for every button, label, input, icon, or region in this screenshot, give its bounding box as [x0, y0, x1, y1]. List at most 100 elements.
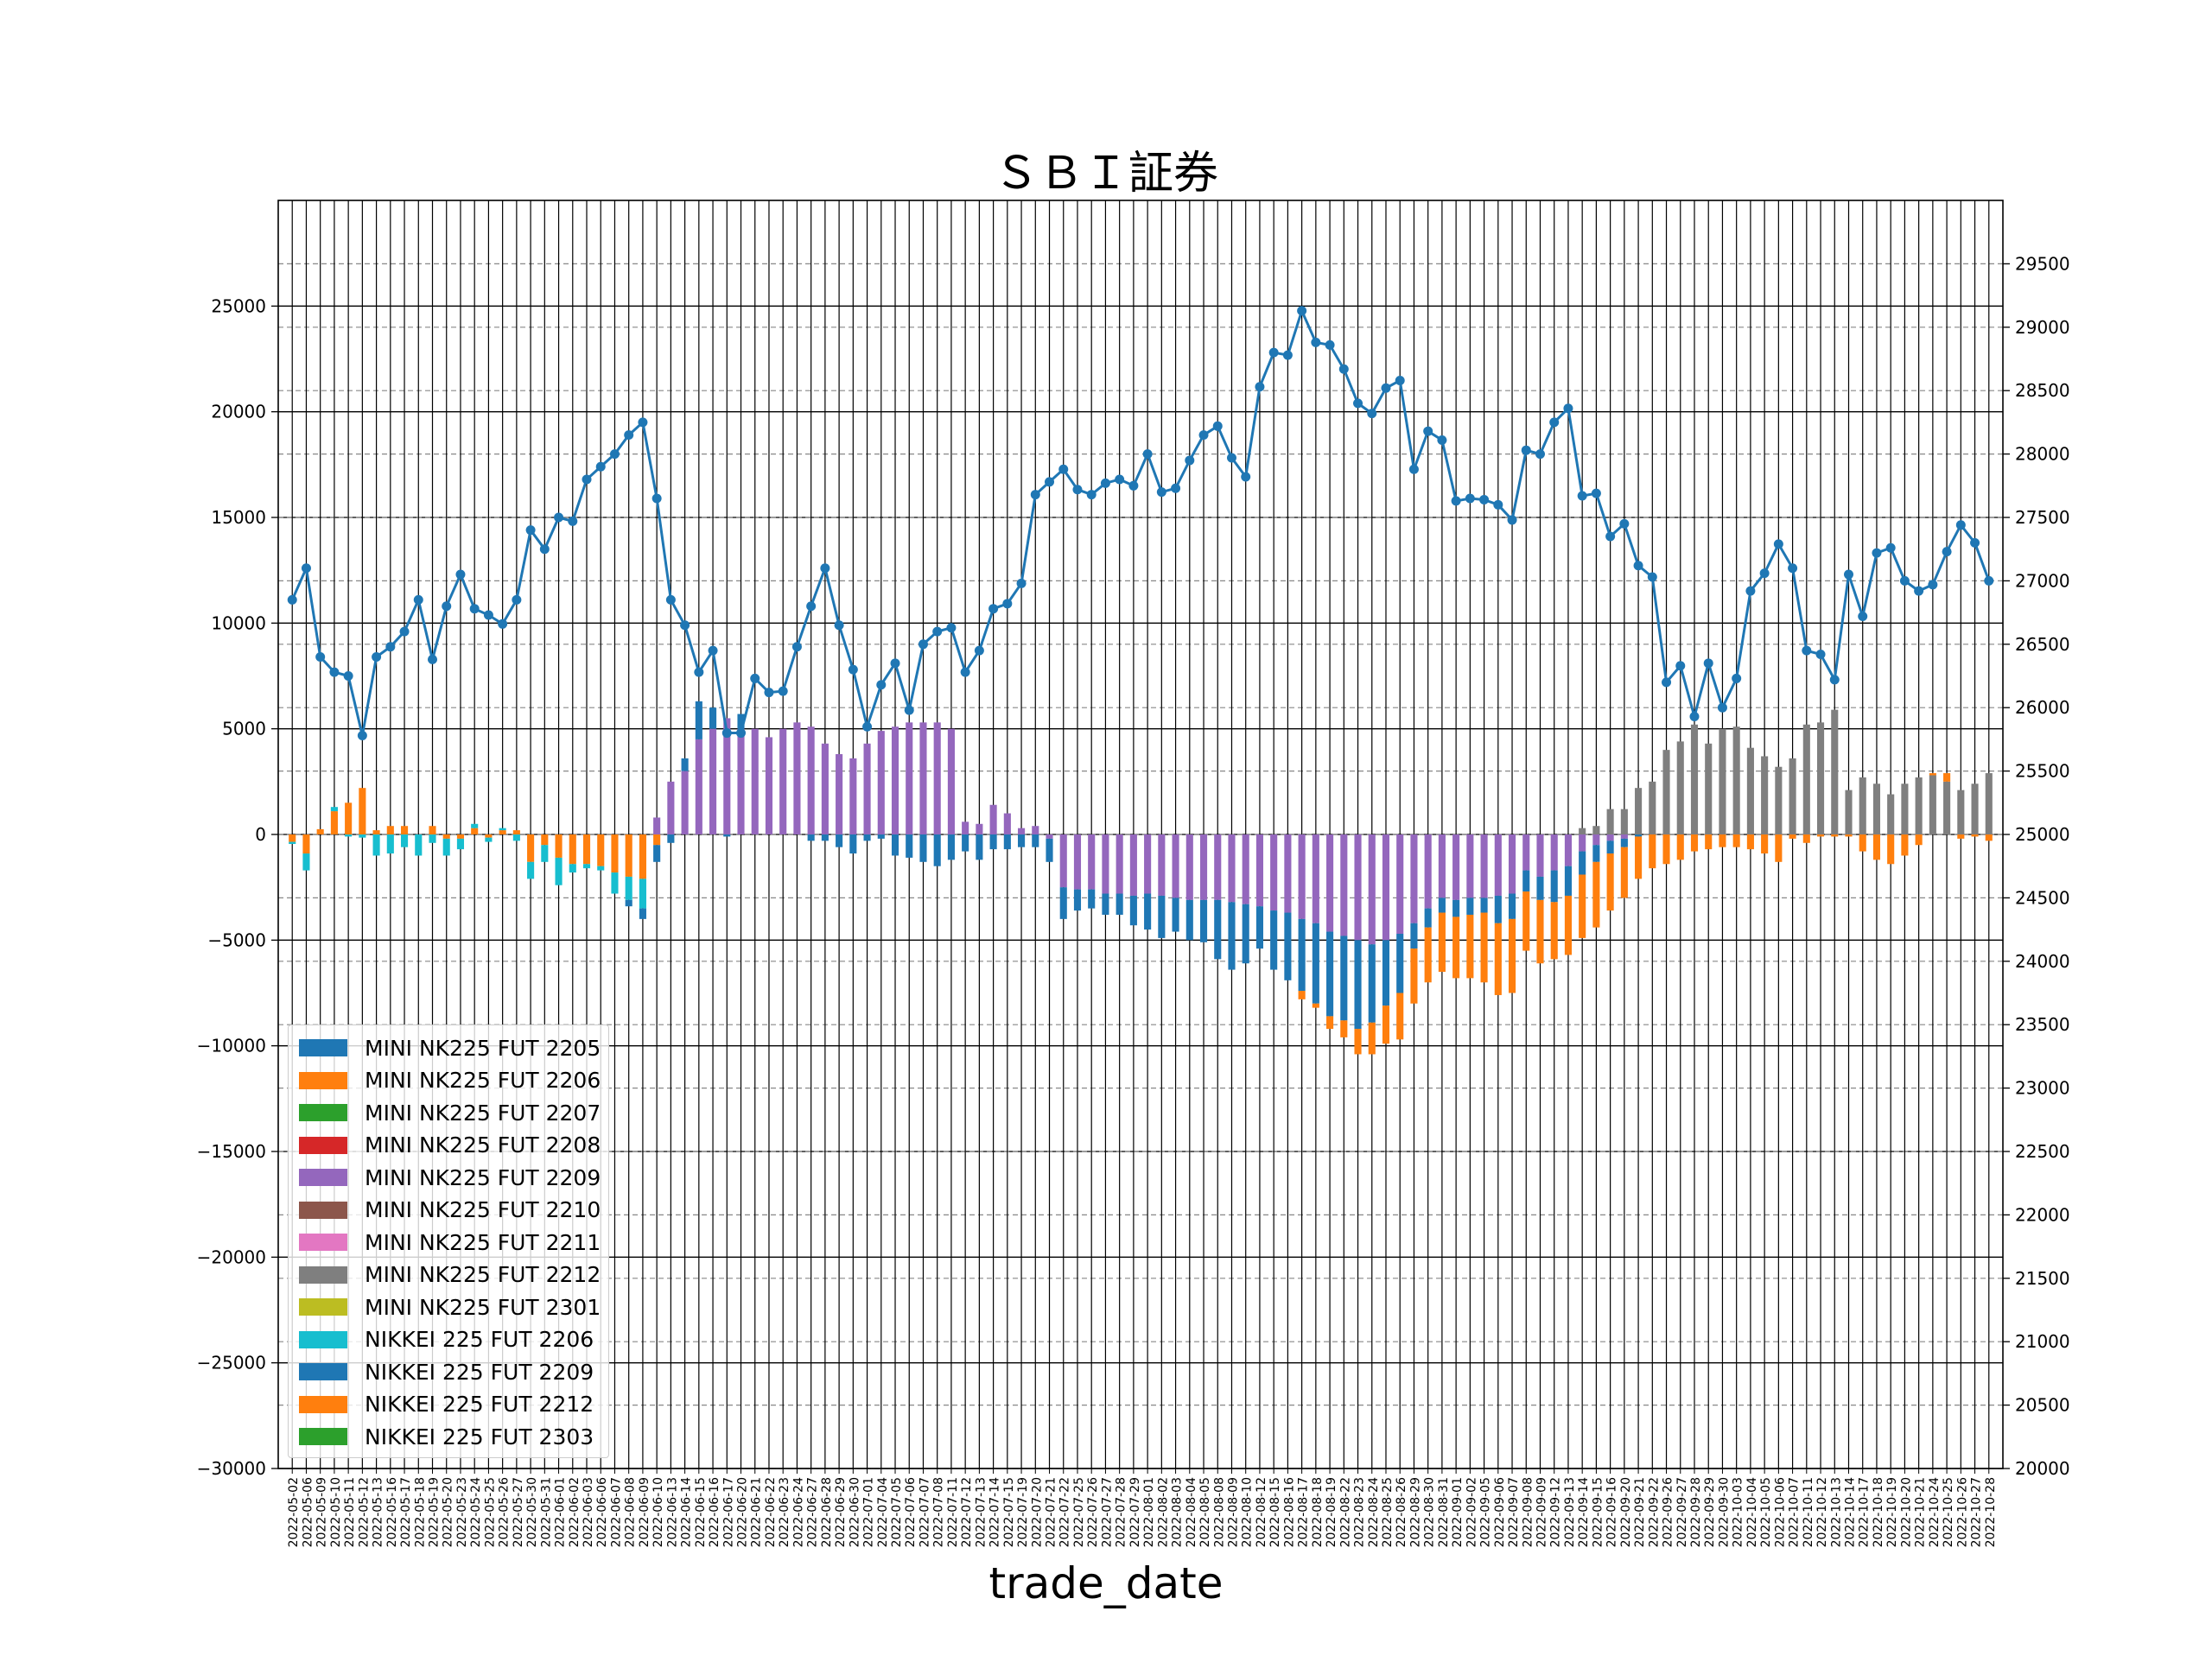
- bar: [1185, 899, 1193, 941]
- x-tick-label: 2022-05-30: [525, 1477, 539, 1547]
- line-point: [1633, 561, 1643, 571]
- legend-label: MINI NK225 FUT 2207: [365, 1100, 601, 1126]
- x-tick-label: 2022-08-26: [1395, 1477, 1408, 1547]
- bar: [1802, 724, 1810, 834]
- legend-item: MINI NK225 FUT 2211: [299, 1230, 601, 1255]
- line-point: [1171, 483, 1181, 493]
- line-point: [624, 430, 634, 441]
- legend-swatch: [299, 1071, 347, 1089]
- bar: [1845, 790, 1853, 834]
- bar: [695, 701, 702, 739]
- bar: [1382, 940, 1390, 1006]
- bar: [1480, 898, 1488, 913]
- line-point: [1984, 575, 1994, 586]
- bar: [1368, 944, 1376, 1023]
- x-tick-label: 2022-07-12: [960, 1477, 974, 1547]
- line-point: [1885, 542, 1896, 553]
- bar: [1003, 813, 1011, 834]
- x-tick-label: 2022-10-26: [1955, 1477, 1969, 1547]
- x-tick-label: 2022-05-10: [329, 1477, 343, 1547]
- y-tick-label: −25000: [197, 1353, 266, 1373]
- x-tick-label: 2022-05-19: [428, 1477, 442, 1547]
- bar: [1312, 923, 1319, 1004]
- bar: [863, 743, 871, 834]
- bar: [1971, 834, 1979, 837]
- bar: [512, 834, 520, 841]
- x-tick-label: 2022-09-07: [1507, 1477, 1521, 1547]
- bar: [569, 864, 576, 873]
- bar: [1522, 870, 1530, 892]
- bar: [1606, 853, 1614, 911]
- x-tick-label: 2022-10-05: [1759, 1477, 1773, 1547]
- x-tick-label: 2022-06-07: [609, 1477, 623, 1547]
- bar: [1606, 834, 1614, 841]
- x-tick-label: 2022-07-04: [876, 1477, 890, 1547]
- x-tick-label: 2022-07-22: [1058, 1477, 1072, 1547]
- bar: [1592, 861, 1600, 928]
- x-tick-label: 2022-10-12: [1815, 1477, 1829, 1547]
- line-point: [1241, 472, 1251, 482]
- line-point: [1128, 480, 1139, 491]
- x-tick-label: 2022-06-08: [624, 1477, 638, 1547]
- bar: [1228, 834, 1236, 903]
- x-tick-label: 2022-08-12: [1255, 1477, 1268, 1547]
- bar: [877, 834, 885, 839]
- line-point: [932, 626, 943, 637]
- bar: [582, 864, 591, 869]
- line-point: [1198, 430, 1209, 441]
- bar: [1382, 1005, 1390, 1044]
- bar: [1915, 777, 1923, 834]
- x-tick-label: 2022-08-18: [1311, 1477, 1325, 1547]
- line-point: [1493, 499, 1503, 510]
- legend-item: NIKKEI 225 FUT 2209: [299, 1359, 594, 1385]
- y2-tick-label: 28000: [2015, 444, 2070, 465]
- line-point: [1970, 537, 1980, 548]
- bar: [1746, 747, 1754, 834]
- bar: [709, 707, 717, 729]
- line-point: [1675, 661, 1686, 671]
- bar: [1816, 834, 1825, 837]
- y-tick-label: 5000: [222, 719, 266, 739]
- bar: [359, 834, 366, 838]
- x-tick-label: 2022-05-02: [287, 1477, 301, 1547]
- x-tick-label: 2022-06-23: [778, 1477, 791, 1547]
- legend-item: MINI NK225 FUT 2212: [299, 1262, 601, 1287]
- bar: [1242, 904, 1249, 964]
- legend-swatch: [299, 1234, 347, 1251]
- bar: [1382, 834, 1390, 941]
- bar: [1466, 914, 1474, 979]
- bar: [1719, 728, 1726, 834]
- legend-swatch: [299, 1136, 347, 1154]
- bar: [485, 837, 493, 842]
- bar: [1746, 834, 1754, 850]
- bar: [933, 834, 941, 866]
- bar: [1845, 834, 1853, 837]
- bar: [415, 834, 423, 856]
- bar: [723, 718, 731, 834]
- line-point: [1423, 426, 1433, 436]
- bar: [1396, 993, 1404, 1040]
- bar: [611, 872, 619, 894]
- bar: [1901, 783, 1909, 834]
- legend-label: NIKKEI 225 FUT 2209: [365, 1359, 594, 1385]
- bar: [933, 722, 941, 834]
- bar: [330, 811, 338, 834]
- bar: [400, 834, 409, 847]
- line-point: [974, 645, 984, 656]
- x-tick-label: 2022-05-20: [442, 1477, 455, 1547]
- y2-tick-label: 27000: [2015, 570, 2070, 591]
- x-tick-label: 2022-05-26: [498, 1477, 512, 1547]
- line-point: [862, 721, 873, 732]
- x-tick-label: 2022-07-14: [988, 1477, 1002, 1547]
- bar: [1635, 834, 1643, 837]
- bar: [1003, 834, 1011, 850]
- line-point: [946, 623, 957, 633]
- x-tick-label: 2022-09-09: [1535, 1477, 1548, 1547]
- line-point: [1226, 453, 1236, 463]
- x-tick-label: 2022-06-13: [665, 1477, 679, 1547]
- line-point: [638, 417, 648, 428]
- x-tick-label: 2022-09-13: [1563, 1477, 1577, 1547]
- bar: [1620, 834, 1628, 839]
- x-tick-label: 2022-08-25: [1381, 1477, 1395, 1547]
- bar: [1550, 870, 1558, 903]
